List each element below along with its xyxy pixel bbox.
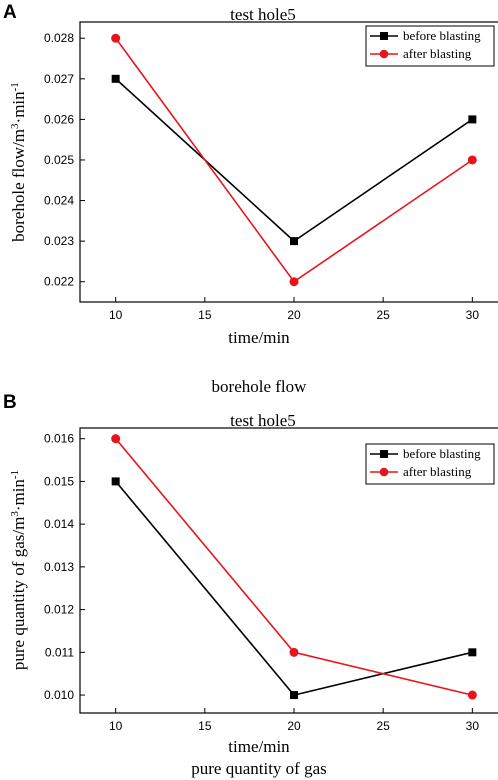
chart-a-x-tick-label: 30 — [466, 308, 480, 322]
chart-b-caption: pure quantity of gas — [191, 759, 327, 778]
chart-b-x-axis-label: time/min — [228, 737, 290, 756]
chart-a-series-line-before — [115, 78, 473, 243]
chart-b-y-axis-label-main: pure quantity of gas/m — [9, 517, 28, 670]
chart-a-point-after — [289, 277, 299, 287]
chart-a-x-tick-label: 25 — [376, 308, 390, 322]
chart-a-legend-marker-before — [380, 32, 388, 40]
chart-a-y-axis-label-sup2: -1 — [9, 82, 21, 91]
chart-b-y-ticks: 0.010 0.011 0.012 0.013 0.014 0.015 0.016 — [44, 432, 85, 702]
chart-b-legend-label-after: after blasting — [403, 464, 472, 479]
chart-a-y-tick-label: 0.024 — [44, 194, 74, 208]
panel-b-letter: B — [3, 392, 17, 413]
chart-b-x-tick-label: 20 — [287, 719, 301, 733]
chart-a-y-tick-label: 0.023 — [44, 234, 74, 248]
chart-b-point-after — [111, 434, 121, 444]
chart-a-title: test hole5 — [230, 5, 296, 24]
chart-b-y-axis-label: pure quantity of gas/m3·min-1 — [9, 470, 28, 670]
chart-b-y-tick-label: 0.016 — [44, 432, 74, 446]
chart-a-y-axis-label-sup1: 3 — [9, 123, 21, 129]
chart-b-x-tick-label: 30 — [466, 719, 480, 733]
chart-a-x-tick-label: 15 — [198, 308, 212, 322]
chart-b-point-before — [468, 648, 477, 657]
chart-a-y-tick-label: 0.025 — [44, 153, 74, 167]
chart-a-x-tick-label: 10 — [109, 308, 123, 322]
chart-a-point-before — [290, 237, 298, 246]
chart-b-y-axis-label-sup1: 3 — [9, 511, 21, 517]
chart-a-series — [111, 33, 477, 287]
chart-a-y-axis-label: borehole flow/m3·min-1 — [9, 82, 28, 242]
chart-a-x-axis-label: time/min — [228, 328, 290, 347]
chart-a-legend-label-before: before blasting — [403, 28, 481, 43]
chart-b-y-tick-label: 0.013 — [44, 560, 74, 574]
chart-b-series-line-before — [115, 480, 473, 696]
chart-b-legend: before blasting after blasting — [365, 443, 495, 485]
chart-b-x-ticks: 10 15 20 25 30 — [109, 708, 479, 733]
chart-a-y-tick-label: 0.026 — [44, 112, 74, 126]
chart-a-point-before — [468, 115, 477, 124]
chart-a-caption: borehole flow — [212, 377, 308, 396]
chart-a-legend: before blasting after blasting — [365, 25, 495, 67]
chart-b-legend-label-before: before blasting — [403, 446, 481, 461]
chart-a-series-line-after — [115, 37, 473, 283]
chart-b-point-before — [111, 477, 120, 486]
chart-b-legend-marker-after — [379, 467, 389, 477]
chart-b-y-axis-label-mid: ·min — [9, 479, 28, 512]
panel-a-letter: A — [3, 2, 17, 23]
chart-a-x-ticks: 10 15 20 25 30 — [109, 297, 479, 322]
chart-panel-b: B test hole5 0.0100.0110.0120.0130.0140.… — [3, 392, 498, 778]
chart-b-y-tick-label: 0.014 — [44, 517, 74, 531]
chart-a-point-before — [111, 74, 120, 83]
chart-b-point-before — [290, 691, 298, 700]
chart-a-y-tick-label: 0.022 — [44, 275, 74, 289]
chart-b-y-tick-label: 0.015 — [44, 474, 74, 488]
chart-b-x-tick-label: 25 — [376, 719, 390, 733]
chart-a-legend-label-after: after blasting — [403, 46, 472, 61]
chart-b-series — [111, 434, 477, 700]
chart-b-y-tick-label: 0.011 — [45, 645, 74, 659]
chart-b-point-after — [467, 690, 477, 700]
chart-b-y-axis-label-sup2: -1 — [9, 470, 21, 479]
chart-a-y-ticks: 0.022 0.023 0.024 0.025 0.026 0.027 0.028 — [44, 31, 85, 289]
chart-b-title: test hole5 — [230, 411, 296, 430]
chart-b-y-tick-label: 0.010 — [44, 688, 74, 702]
chart-b-point-after — [289, 647, 299, 657]
chart-b-y-tick-label: 0.012 — [44, 603, 74, 617]
chart-a-y-axis-label-mid: ·min — [9, 91, 28, 124]
chart-b-x-tick-label: 15 — [198, 719, 212, 733]
chart-a-legend-marker-after — [379, 49, 389, 59]
chart-a-y-tick-label: 0.027 — [44, 72, 74, 86]
chart-a-y-axis-label-main: borehole flow/m — [9, 129, 28, 242]
chart-a-point-after — [111, 33, 121, 43]
chart-a-y-tick-label: 0.028 — [44, 31, 74, 45]
chart-b-legend-marker-before — [380, 450, 388, 458]
chart-panel-a: A test hole5 0.0220.0230.0240.0250.0260.… — [3, 2, 498, 396]
chart-a-point-after — [467, 155, 477, 165]
chart-b-x-tick-label: 10 — [109, 719, 123, 733]
chart-a-x-tick-label: 20 — [287, 308, 301, 322]
